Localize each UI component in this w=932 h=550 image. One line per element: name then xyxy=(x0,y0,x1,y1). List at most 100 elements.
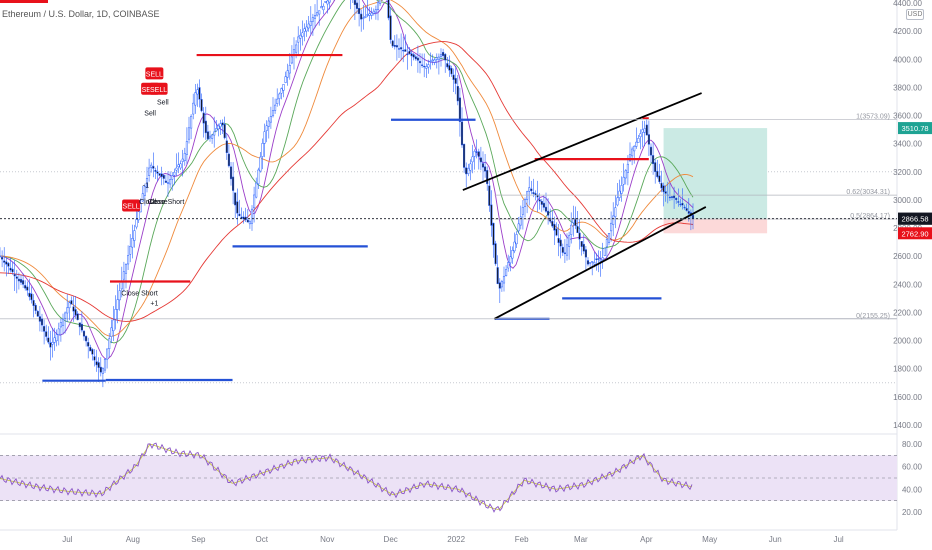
candle-body xyxy=(435,57,438,60)
currency-badge[interactable]: USD xyxy=(906,9,924,20)
candle-body xyxy=(234,192,237,206)
candle-body xyxy=(225,140,228,153)
y-tick-label: 2400.00 xyxy=(893,280,922,289)
candle-body xyxy=(286,70,289,78)
candle-body xyxy=(643,128,646,133)
y-tick-label: 1600.00 xyxy=(893,393,922,402)
candle-body xyxy=(597,258,600,260)
candle-body xyxy=(660,182,663,189)
candle-body xyxy=(561,246,564,253)
candle-body xyxy=(595,258,598,260)
candle-body xyxy=(521,207,524,215)
channel-lines xyxy=(462,92,707,320)
candle-body xyxy=(280,88,283,94)
candle-body xyxy=(255,182,258,198)
candle-body xyxy=(124,264,128,274)
candle-body xyxy=(465,167,468,175)
candle-body xyxy=(1,257,4,260)
candle-body xyxy=(219,123,222,128)
candle-body xyxy=(36,311,39,317)
candle-body xyxy=(414,56,417,60)
candle-body xyxy=(265,125,268,131)
candle-body xyxy=(580,241,583,247)
signal-label: Sell xyxy=(144,111,156,118)
rsi-line xyxy=(0,442,693,513)
candle-body xyxy=(624,170,627,179)
candle-body xyxy=(3,260,6,263)
y-tick-label: 1400.00 xyxy=(893,421,922,430)
candle-body xyxy=(494,243,497,265)
candle-body xyxy=(24,285,27,289)
candle-body xyxy=(169,179,172,185)
signal-label: Close xyxy=(148,199,166,206)
candle-body xyxy=(458,97,461,122)
candle-body xyxy=(313,14,317,19)
candle-body xyxy=(208,135,212,139)
candle-body xyxy=(570,224,573,235)
candle-body xyxy=(166,182,170,184)
candle-body xyxy=(582,243,585,252)
candle-body xyxy=(57,328,60,335)
candle-body xyxy=(404,49,407,52)
candle-body xyxy=(677,201,680,203)
sell-badge-text: SELL xyxy=(123,204,140,211)
candle-body xyxy=(171,175,174,180)
candle-body xyxy=(204,120,207,134)
candle-body xyxy=(114,309,117,320)
candle-body xyxy=(261,143,264,157)
candle-body xyxy=(439,54,443,57)
candle-body xyxy=(500,281,503,288)
candle-body xyxy=(418,61,422,64)
candle-body xyxy=(502,275,506,284)
moving-averages xyxy=(0,0,694,360)
candle-body xyxy=(452,74,455,80)
price-tag-label: 3510.78 xyxy=(901,124,928,133)
candle-body xyxy=(471,156,474,163)
candle-body xyxy=(61,318,65,326)
candle-body xyxy=(99,366,102,373)
candle-body xyxy=(649,146,653,156)
signal-label: -1 xyxy=(143,182,149,189)
candle-body xyxy=(603,247,606,256)
y-tick-label: 1800.00 xyxy=(893,365,922,374)
candle-body xyxy=(108,338,111,349)
candle-body xyxy=(427,64,430,68)
candle-body xyxy=(528,187,531,192)
candle-body xyxy=(555,228,558,236)
candle-body xyxy=(221,122,224,126)
candle-body xyxy=(519,216,522,226)
candle-body xyxy=(402,49,405,52)
candle-body xyxy=(246,219,249,223)
candle-body xyxy=(223,124,226,139)
candle-body xyxy=(145,178,149,188)
candle-body xyxy=(647,134,650,145)
candle-body xyxy=(284,76,287,83)
channel-line xyxy=(462,92,702,191)
candle-body xyxy=(13,274,16,277)
levels xyxy=(42,53,662,382)
candle-body xyxy=(544,206,548,212)
candle-body xyxy=(591,261,594,263)
candle-body xyxy=(87,342,90,347)
candle-body xyxy=(240,216,243,219)
candle-body xyxy=(154,170,157,172)
candle-body xyxy=(326,0,329,5)
candle-body xyxy=(364,16,367,18)
candle-body xyxy=(631,148,634,157)
candle-body xyxy=(511,250,514,259)
candle-body xyxy=(437,56,440,61)
candle-body xyxy=(492,222,495,246)
ma-slow-line xyxy=(0,0,694,337)
candle-body xyxy=(253,194,256,209)
candle-body xyxy=(412,54,415,58)
candle-body xyxy=(656,170,659,178)
candle-body xyxy=(408,50,411,55)
candle-body xyxy=(515,234,518,245)
candle-body xyxy=(156,171,159,174)
candle-body xyxy=(416,57,419,61)
candle-body xyxy=(80,323,83,331)
candle-body xyxy=(565,244,569,256)
y-tick-label: 3400.00 xyxy=(893,140,922,149)
candle-body xyxy=(509,256,512,264)
